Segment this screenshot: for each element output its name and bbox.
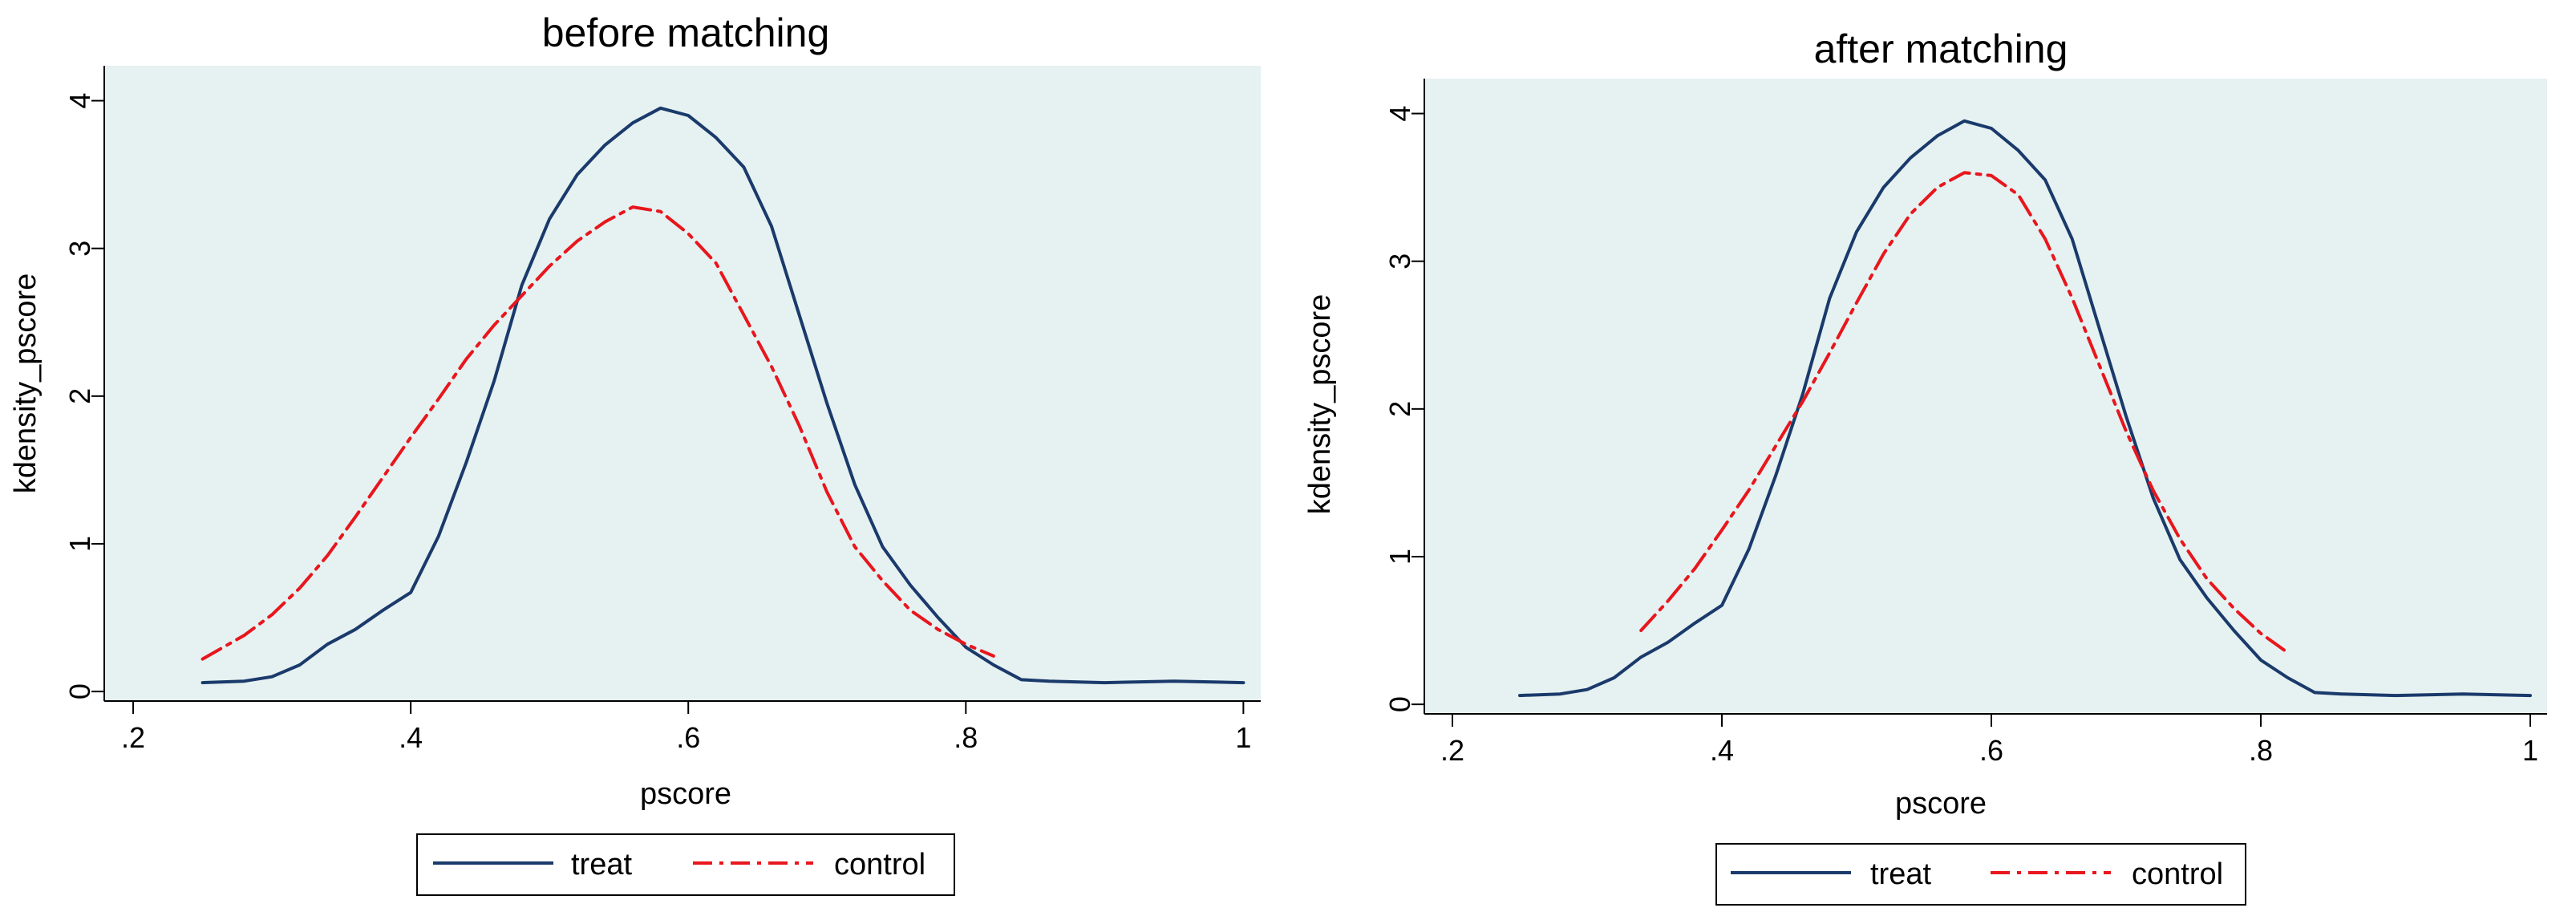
x-tick-label: .6: [676, 721, 700, 754]
legend: treat control: [416, 833, 955, 896]
x-tick-label: .8: [954, 721, 978, 754]
x-axis-label: pscore: [640, 777, 731, 811]
x-tick-label: 1: [1235, 721, 1251, 754]
y-tick-marks: 0 1 2 3 4: [63, 93, 104, 699]
y-tick-marks: 0 1 2 3 4: [1383, 106, 1424, 712]
y-tick-label: 1: [1383, 549, 1416, 565]
y-tick-label: 4: [63, 93, 96, 109]
y-tick-label: 3: [1383, 253, 1416, 270]
y-tick-label: 2: [1383, 401, 1416, 417]
y-tick-label: 3: [63, 241, 96, 257]
series-line-control: [200, 205, 995, 661]
x-tick-label: .4: [399, 721, 423, 754]
legend-treat-label: treat: [571, 848, 632, 882]
series-line-treat: [200, 106, 1245, 685]
y-tick-label: 0: [1383, 696, 1416, 712]
legend-control-label: control: [834, 848, 925, 882]
x-tick-marks: .2 .4 .6 .8 1: [121, 701, 1251, 754]
y-tick-label: 4: [1383, 106, 1416, 122]
chart-before-matching: before matching 0 1 2 3 4 .2 .4 .6 .8 1 kdensity…: [9, 10, 1261, 896]
series-layer: [200, 106, 1245, 685]
x-tick-label: .8: [2249, 734, 2273, 767]
x-tick-label: .2: [121, 721, 145, 754]
series-layer: [1518, 119, 2532, 698]
x-tick-label: 1: [2522, 734, 2538, 767]
plot-area: [1424, 79, 2547, 714]
legend: treat control: [1715, 843, 2246, 906]
x-axis-label: pscore: [1895, 787, 1987, 821]
plot-area: [104, 66, 1261, 701]
y-axis-label: kdensity_pscore: [9, 274, 43, 494]
y-tick-label: 2: [63, 388, 96, 404]
y-tick-label: 1: [63, 536, 96, 552]
chart-after-matching: after matching 0 1 2 3 4 .2 .4 .6 .8 1 kdensity_…: [1303, 26, 2547, 906]
series-line-treat: [1518, 119, 2532, 698]
chart-title: after matching: [1814, 26, 2068, 71]
x-tick-marks: .2 .4 .6 .8 1: [1440, 714, 2538, 767]
series-line-control: [1639, 171, 2290, 655]
legend-treat-label: treat: [1870, 857, 1931, 891]
x-tick-label: .2: [1440, 734, 1464, 767]
y-axis-label: kdensity_pscore: [1303, 294, 1337, 515]
y-tick-label: 0: [63, 683, 96, 699]
x-tick-label: .4: [1710, 734, 1734, 767]
x-tick-label: .6: [1979, 734, 2003, 767]
legend-control-label: control: [2132, 857, 2223, 891]
chart-title: before matching: [542, 10, 830, 55]
